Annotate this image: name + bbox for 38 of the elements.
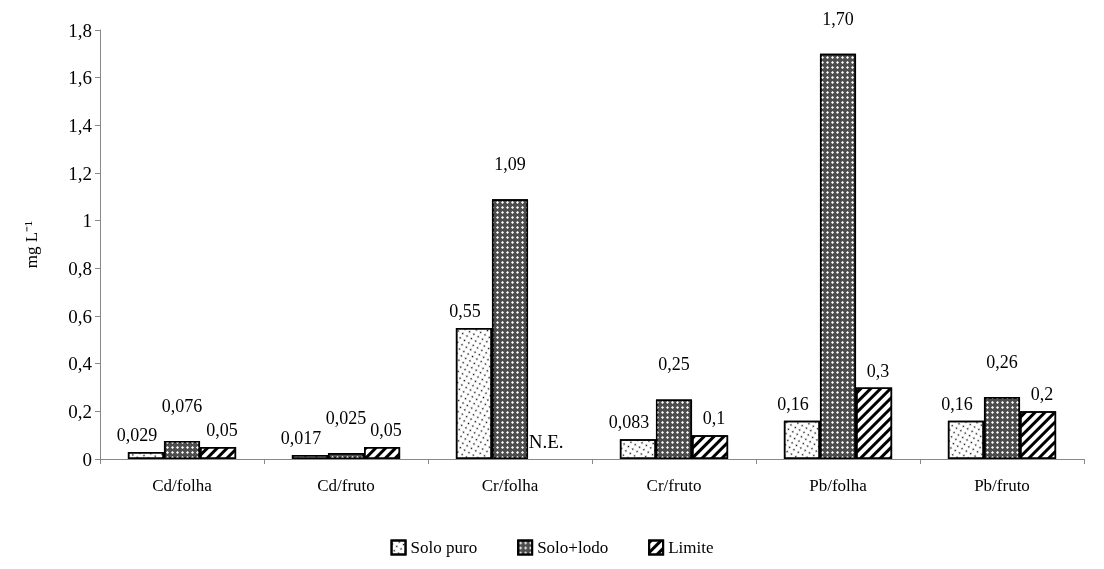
data-label: 0,2 bbox=[1030, 384, 1054, 405]
data-label: 0,26 bbox=[986, 352, 1018, 373]
data-label: 0,55 bbox=[449, 300, 481, 321]
y-tick-label: 1,6 bbox=[68, 67, 92, 89]
legend-label: Solo+lodo bbox=[537, 538, 609, 557]
data-label: 1,09 bbox=[494, 154, 526, 175]
y-tick-label: 1 bbox=[82, 210, 92, 232]
data-label: 0,1 bbox=[702, 408, 726, 429]
y-tick-label: 0,8 bbox=[68, 257, 92, 279]
legend-label: Limite bbox=[668, 538, 714, 557]
text: N.E. bbox=[528, 431, 564, 452]
y-tick-label: 0,6 bbox=[68, 305, 92, 327]
x-tick-label: Pb/folha bbox=[809, 476, 868, 495]
x-tick-label: Cr/folha bbox=[481, 476, 539, 495]
data-label: 0,017 bbox=[280, 427, 322, 448]
data-label: 0,3 bbox=[866, 360, 890, 381]
y-tick-label: 0,2 bbox=[68, 400, 92, 422]
data-label: 0,029 bbox=[116, 425, 158, 446]
y-tick-label: 1,4 bbox=[68, 114, 93, 136]
x-tick-label: Cr/fruto bbox=[646, 476, 702, 495]
y-tick-label: 0 bbox=[82, 448, 92, 470]
legend-label: Solo puro bbox=[410, 538, 478, 557]
y-tick-label: 1,8 bbox=[68, 19, 92, 41]
data-label: 1,70 bbox=[822, 8, 854, 29]
data-label: 0,25 bbox=[658, 354, 690, 375]
data-label: 0,05 bbox=[206, 420, 238, 441]
data-label: 0,16 bbox=[777, 393, 809, 414]
x-tick-label: Pb/fruto bbox=[974, 476, 1030, 495]
y-tick-label: 1,2 bbox=[68, 162, 92, 184]
x-tick-label: Cd/fruto bbox=[317, 476, 375, 495]
x-tick-label: Cd/folha bbox=[152, 476, 213, 495]
data-label: 0,16 bbox=[941, 393, 973, 414]
data-label: 0,083 bbox=[608, 412, 650, 433]
data-label: 0,025 bbox=[325, 408, 367, 429]
data-label: 0,076 bbox=[161, 395, 203, 416]
y-axis-title: mg L⁻¹ bbox=[22, 220, 41, 269]
data-label: 0,05 bbox=[370, 420, 402, 441]
y-tick-label: 0,4 bbox=[68, 353, 93, 375]
